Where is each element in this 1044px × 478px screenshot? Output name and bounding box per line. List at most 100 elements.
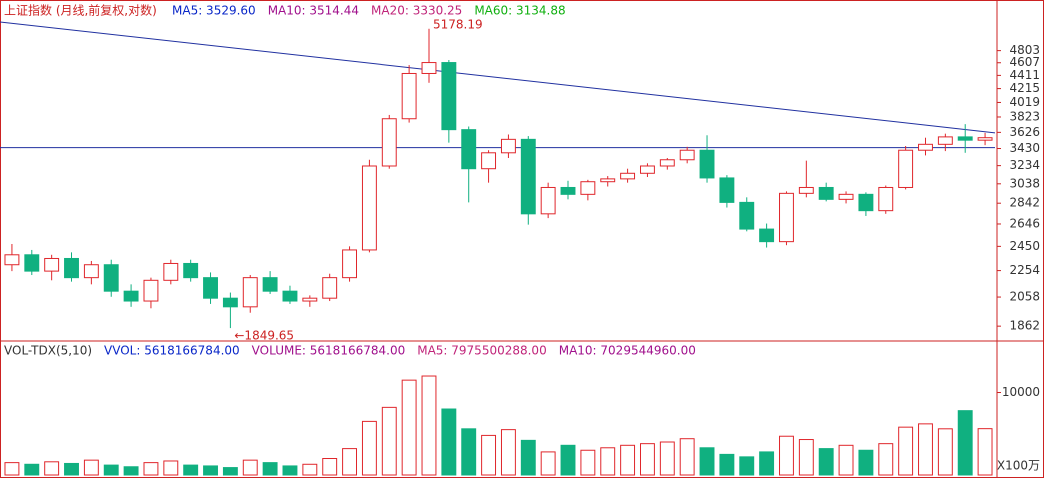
legend-entry: VOLUME: 5618166784.00 (252, 344, 406, 358)
volume-bar (580, 449, 596, 476)
candle-body (659, 159, 675, 167)
legend-entry: MA5: 7975500288.00 (417, 344, 547, 358)
candle-body (64, 257, 79, 279)
candle-body (302, 297, 318, 302)
y-tick-label: 2842 (1009, 196, 1040, 210)
candle-body (381, 118, 397, 167)
volume-bar (401, 379, 417, 476)
y-tick-label: 2450 (1009, 239, 1040, 253)
candle-body (481, 152, 497, 170)
y-tick-label: 4803 (1009, 43, 1040, 57)
candle-body (421, 62, 437, 74)
volume-bar (898, 426, 914, 476)
candle-body (798, 186, 814, 194)
candle-body (580, 181, 596, 195)
candle-body (560, 186, 576, 195)
volume-bar (4, 462, 20, 476)
y-tick-label: 3430 (1009, 141, 1040, 155)
volume-bar (83, 459, 99, 476)
volume-bar (679, 438, 695, 476)
y-tick-label: 4607 (1009, 55, 1040, 69)
legend-entry: MA10: 3514.44 (268, 4, 359, 18)
legend-entry: MA5: 3529.60 (172, 4, 256, 18)
y-tick-label: 4019 (1009, 95, 1040, 109)
candle-body (322, 277, 338, 299)
y-tick-label: 3234 (1009, 158, 1040, 172)
candle-body (282, 290, 298, 302)
volume-bar (143, 462, 159, 476)
volume-bar (203, 465, 218, 476)
candle-body (699, 149, 715, 179)
y-tick-label: 2058 (1009, 290, 1040, 304)
volume-bar (163, 460, 179, 476)
volume-bar (64, 462, 79, 476)
y-tick-label: 3626 (1009, 125, 1040, 139)
candle-body (4, 254, 20, 266)
candle-body (242, 277, 258, 308)
volume-bar (957, 410, 973, 476)
candle-body (401, 72, 417, 120)
volume-bar (481, 434, 497, 476)
volume-bar (759, 451, 775, 476)
legend-entry: MA10: 7029544960.00 (559, 344, 696, 358)
candle-body (183, 262, 199, 279)
volume-bar (818, 448, 834, 476)
volume-bar (242, 459, 258, 476)
legend-entry: MA20: 3330.25 (371, 4, 462, 18)
volume-bar (302, 463, 318, 476)
volume-bar (719, 453, 735, 476)
candle-body (600, 178, 616, 183)
volume-bar (24, 463, 40, 476)
candle-body (163, 262, 179, 281)
volume-bar (44, 461, 60, 476)
candle-body (441, 62, 457, 131)
volume-bar (560, 444, 576, 476)
volume-bar (620, 444, 636, 476)
volume-bar (381, 406, 397, 476)
y-tick-label: 4411 (1009, 68, 1040, 82)
volume-bar (937, 428, 953, 476)
unit-label: X100万 (997, 459, 1040, 473)
candle-body (222, 297, 238, 308)
candle-body (103, 264, 119, 292)
volume-bar (222, 467, 238, 476)
chart-title: 上证指数 (月线,前复权,对数) (4, 3, 157, 18)
candle-body (262, 277, 278, 292)
volume-bar (520, 439, 536, 476)
candle-body (520, 138, 536, 215)
volume-bar (282, 465, 298, 476)
y-tick-label: 3038 (1009, 176, 1040, 190)
candle-body (679, 149, 695, 161)
candle-body (739, 201, 755, 230)
y-tick-label: 4215 (1009, 81, 1040, 95)
volume-bar (322, 458, 338, 476)
candle-body (937, 136, 953, 145)
volume-bar (123, 466, 139, 476)
candle-body (838, 193, 854, 200)
candle-body (639, 165, 655, 174)
candle-body (719, 177, 735, 203)
candle-body (500, 138, 516, 154)
volume-bar (183, 464, 199, 476)
volume-bar (739, 456, 755, 476)
volume-bar (798, 439, 814, 476)
volume-bar (699, 447, 715, 476)
candle-body (759, 228, 775, 243)
candle-body (620, 172, 636, 180)
candle-body (83, 264, 99, 279)
candle-body (203, 277, 218, 299)
volume-bar (441, 408, 457, 476)
candle-body (878, 186, 894, 212)
volume-bar (659, 441, 675, 476)
trend-line (0, 21, 996, 134)
y-tick-label: 3823 (1009, 109, 1040, 123)
candle-body (342, 249, 358, 279)
volume-bar (500, 429, 516, 476)
candle-body (24, 254, 40, 272)
volume-bar (858, 449, 874, 476)
candle-body (779, 192, 794, 243)
candle-body (123, 290, 139, 302)
candle-body (540, 186, 556, 215)
